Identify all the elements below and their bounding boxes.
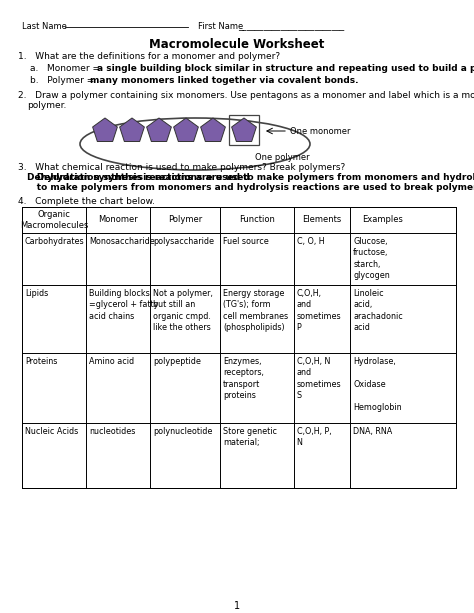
Text: Function: Function [239,216,275,224]
Text: 1: 1 [234,601,240,611]
Text: C,O,H,
and
sometimes
P: C,O,H, and sometimes P [297,289,341,332]
Text: Elements: Elements [302,216,342,224]
Text: Building blocks
=glycerol + fatty
acid chains: Building blocks =glycerol + fatty acid c… [89,289,159,321]
Text: polynucleotide: polynucleotide [154,427,213,436]
Text: polysaccharide: polysaccharide [154,237,214,246]
Text: Hydrolase,

Oxidase

Hemoglobin: Hydrolase, Oxidase Hemoglobin [353,357,402,412]
Text: DNA, RNA: DNA, RNA [353,427,392,436]
Text: 3.   What chemical reaction is used to make polymers? Break polymers?: 3. What chemical reaction is used to mak… [18,163,345,172]
Bar [229,115,259,145]
Text: Monomer: Monomer [99,216,138,224]
Text: Enzymes,
receptors,
transport
proteins: Enzymes, receptors, transport proteins [223,357,264,400]
Text: Polymer: Polymer [168,216,202,224]
Polygon shape [119,118,145,142]
Text: One monomer: One monomer [290,127,350,136]
Text: nucleotides: nucleotides [89,427,136,436]
Polygon shape [173,118,198,142]
Text: Last Name: Last Name [22,22,67,31]
Text: C,O,H, P,
N: C,O,H, P, N [297,427,331,447]
Text: a single building block similar in structure and repeating used to build a polym: a single building block similar in struc… [97,64,474,73]
Text: One polymer: One polymer [255,153,310,162]
Text: 1.   What are the definitions for a monomer and polymer?: 1. What are the definitions for a monome… [18,52,280,61]
Text: a.   Monomer =: a. Monomer = [30,64,100,73]
Text: polymer.: polymer. [27,101,66,110]
Text: b.   Polymer =: b. Polymer = [30,76,97,85]
Text: Glucose,
fructose,
starch,
glycogen: Glucose, fructose, starch, glycogen [353,237,390,280]
Text: many monomers linked together via covalent bonds.: many monomers linked together via covale… [90,76,358,85]
Bar [22,207,456,488]
Text: Dehydration synthesis reactions are used to make polymers from monomers and hydr: Dehydration synthesis reactions are used… [27,173,474,182]
Text: to make polymers from monomers and hydrolysis reactions are used to break polyme: to make polymers from monomers and hydro… [18,183,474,192]
Text: Lipids: Lipids [25,289,48,298]
Text: Macromolecule Worksheet: Macromolecule Worksheet [149,38,325,51]
Text: Not a polymer,
but still an
organic cmpd.
like the others: Not a polymer, but still an organic cmpd… [154,289,213,332]
Text: Monosaccharide: Monosaccharide [89,237,155,246]
Text: C,O,H, N
and
sometimes
S: C,O,H, N and sometimes S [297,357,341,400]
Polygon shape [92,118,118,142]
Text: Examples: Examples [362,216,402,224]
Polygon shape [201,118,225,142]
Ellipse shape [80,118,310,170]
Text: polypeptide: polypeptide [154,357,201,366]
Text: Organic
Macromolecules: Organic Macromolecules [20,210,88,230]
Text: Linoleic
acid,
arachadonic
acid: Linoleic acid, arachadonic acid [353,289,403,332]
Text: Carbohydrates: Carbohydrates [25,237,85,246]
Text: Store genetic
material;: Store genetic material; [223,427,277,447]
Text: Fuel source: Fuel source [223,237,269,246]
Text: 2.   Draw a polymer containing six monomers. Use pentagons as a monomer and labe: 2. Draw a polymer containing six monomer… [18,91,474,100]
Text: Proteins: Proteins [25,357,57,366]
Text: Dehydration synthesis reactions are used: Dehydration synthesis reactions are used [18,173,250,182]
Polygon shape [232,118,256,142]
Text: 4.   Complete the chart below.: 4. Complete the chart below. [18,197,155,206]
Text: Energy storage
(TG's); form
cell membranes
(phospholipids): Energy storage (TG's); form cell membran… [223,289,288,332]
Text: _________________________: _________________________ [238,22,344,31]
Text: Amino acid: Amino acid [89,357,134,366]
Text: C, O, H: C, O, H [297,237,324,246]
Text: Nucleic Acids: Nucleic Acids [25,427,78,436]
Text: First Name: First Name [198,22,243,31]
Polygon shape [146,118,172,142]
